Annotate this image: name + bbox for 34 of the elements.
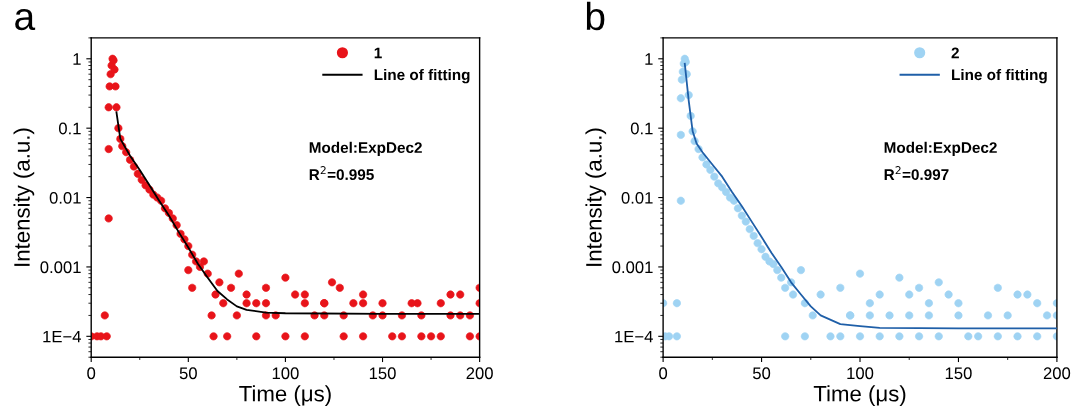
- y-tick-label: 1E−4: [43, 330, 81, 343]
- x-tick-label: 150: [945, 367, 972, 380]
- chart-title: b: [586, 1, 605, 31]
- annotation: R$^{2}$=0.997: [884, 166, 949, 181]
- x-tick-label: 0: [659, 367, 668, 380]
- annotation: Model:ExpDec2: [884, 141, 997, 157]
- legend-label: 2: [951, 47, 959, 59]
- x-tick-label: 200: [1043, 367, 1071, 380]
- y-axis-title: Intensity (a.u.): [13, 128, 35, 266]
- y-tick-label: 0.001: [612, 261, 653, 274]
- legend-label: Line of fitting: [374, 68, 470, 84]
- chart-title: a: [15, 8, 36, 31]
- y-tick-label: 0.01: [621, 191, 653, 204]
- y-tick-label: 0.01: [49, 191, 81, 204]
- annotation: R$^{2}$=0.995: [309, 166, 374, 181]
- x-tick-label: 200: [466, 367, 493, 380]
- y-tick-label: 1: [73, 53, 81, 65]
- y-axis-title: Intensity (a.u.): [585, 128, 607, 266]
- legend-label: 1: [374, 47, 382, 59]
- y-tick-label: 1: [645, 53, 653, 65]
- annotation: Model:ExpDec2: [309, 141, 422, 157]
- x-axis-title: Time (μs): [239, 385, 331, 406]
- x-tick-label: 50: [179, 367, 197, 380]
- x-tick-label: 100: [272, 367, 299, 380]
- legend-label: Line of fitting: [952, 68, 1047, 84]
- x-tick-label: 150: [369, 367, 396, 380]
- x-axis-title: Time (μs): [813, 385, 906, 406]
- y-tick-label: 0.1: [630, 122, 653, 135]
- y-tick-label: 0.1: [58, 122, 81, 135]
- x-tick-label: 0: [87, 367, 96, 380]
- x-tick-label: 100: [847, 367, 874, 380]
- x-tick-label: 50: [752, 367, 771, 380]
- y-tick-label: 0.001: [40, 261, 81, 274]
- y-tick-label: 1E−4: [615, 330, 653, 343]
